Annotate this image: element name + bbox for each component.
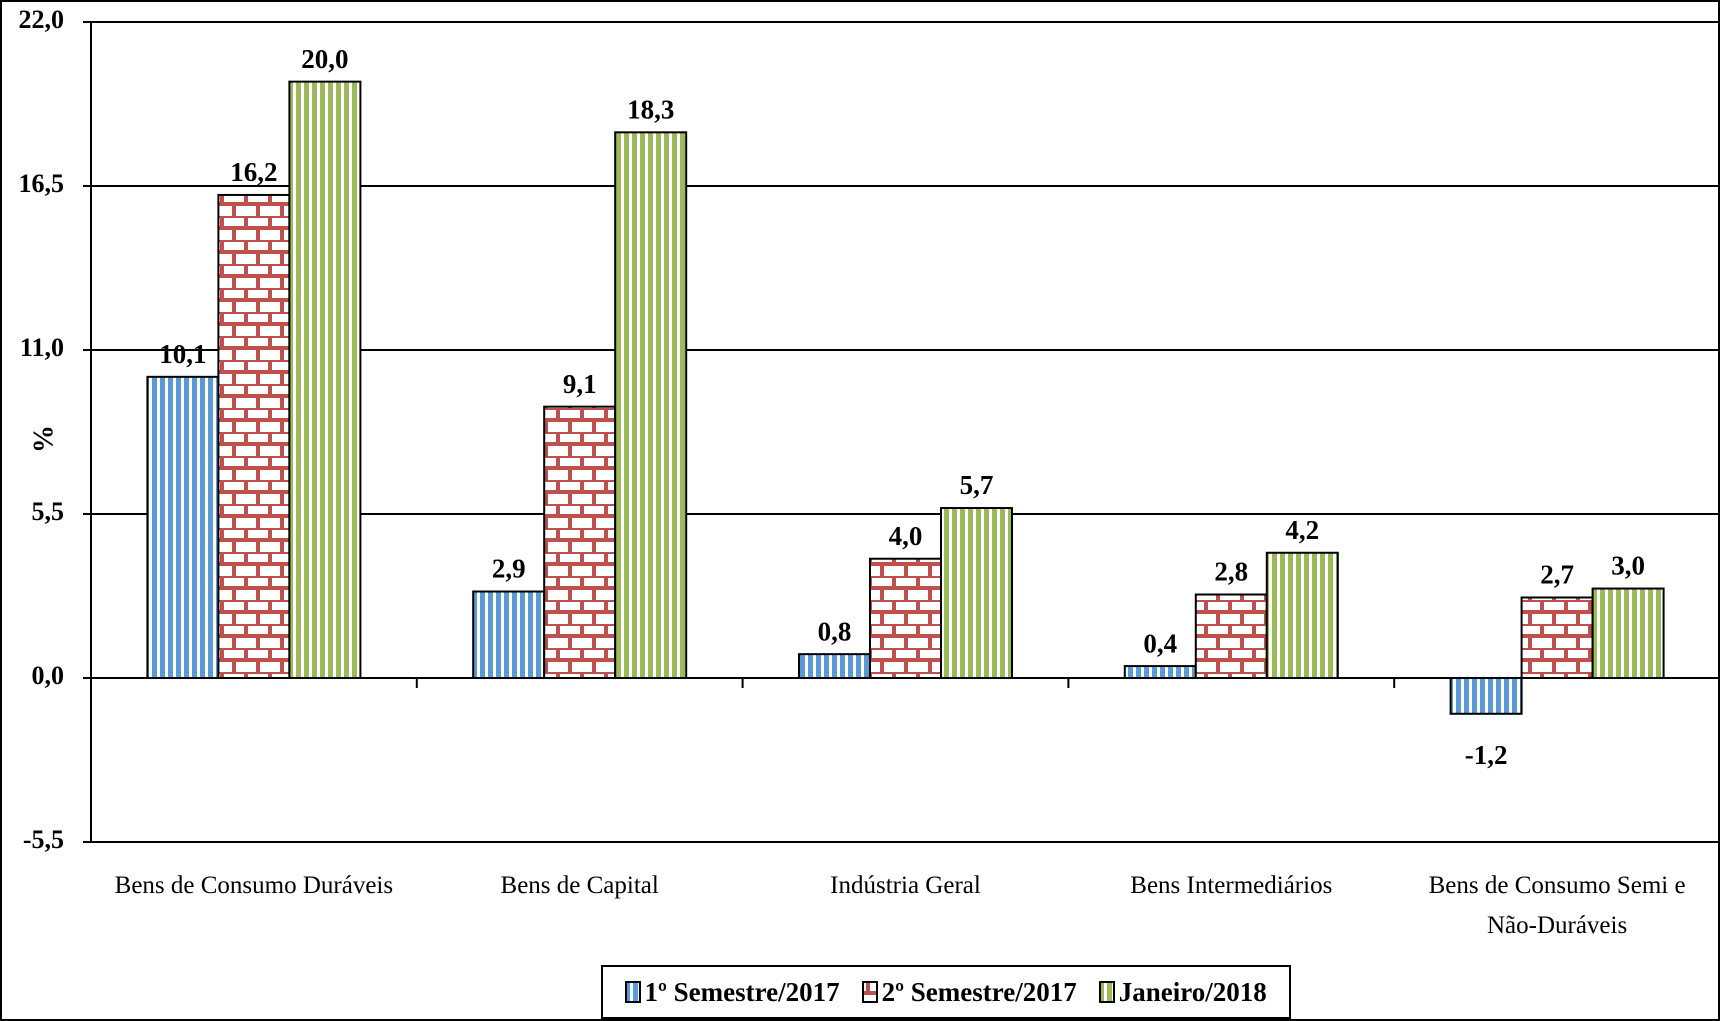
data-label: 2,8 [1214,557,1248,587]
x-tick-label: Bens de Capital [500,872,659,899]
legend-swatch-rect [624,981,641,1003]
bar [217,193,291,679]
bar [1123,665,1197,680]
data-label: 2,9 [492,554,526,584]
legend-swatch [1098,981,1115,1003]
legend-swatch-rect [861,981,878,1003]
bar [543,405,617,679]
data-label: 2,7 [1540,560,1574,590]
bar [1520,596,1594,679]
bar [614,131,688,679]
bar [1449,677,1523,715]
data-label: 4,2 [1285,515,1319,545]
legend-item: 2º Semestre/2017 [861,976,1077,1008]
y-tick-label: 16,5 [19,169,65,198]
data-label: 10,1 [159,339,206,369]
y-tick-label: 5,5 [32,497,65,526]
data-label: 20,0 [301,44,348,74]
y-tick-label: 0,0 [32,661,65,690]
data-label: 4,0 [889,521,923,551]
legend-item: 1º Semestre/2017 [624,976,840,1008]
data-label: 0,4 [1143,628,1177,658]
bar [146,375,220,679]
x-tick-label: Indústria Geral [830,872,981,899]
x-tick-label: Bens de Consumo Duráveis [114,872,394,899]
y-tick-label: 22,0 [19,5,65,34]
legend-label: 1º Semestre/2017 [644,976,840,1007]
data-label: 9,1 [563,369,597,399]
bar [1265,551,1339,679]
bar [1194,593,1268,679]
data-label: 5,7 [960,470,994,500]
bar [472,590,546,680]
bar [1591,587,1665,680]
data-label: 3,0 [1611,551,1645,581]
legend-swatch [624,981,641,1003]
legend-swatch [861,981,878,1003]
y-tick-label: 11,0 [20,333,64,362]
data-label: 0,8 [818,616,852,646]
y-tick-label: -5,5 [23,825,64,854]
bar [869,557,942,680]
x-tick-label: Bens Intermediários [1130,872,1333,899]
x-tick-label: Bens de Consumo Semi e Não-Duráveis [1428,872,1686,939]
y-axis-label: % [28,425,59,453]
data-label: 16,2 [230,157,277,187]
legend-item: Janeiro/2018 [1098,976,1267,1008]
bar [940,507,1013,680]
bar [288,80,362,680]
data-label: 18,3 [627,95,674,125]
legend-swatch-rect [1098,981,1115,1003]
data-label: -1,2 [1465,740,1508,770]
legend-label: Janeiro/2018 [1118,976,1267,1007]
bar [798,653,871,679]
legend-label: 2º Semestre/2017 [881,976,1077,1007]
legend: 1º Semestre/2017 2º Semestre/2017 Janeiro/… [600,965,1291,1019]
